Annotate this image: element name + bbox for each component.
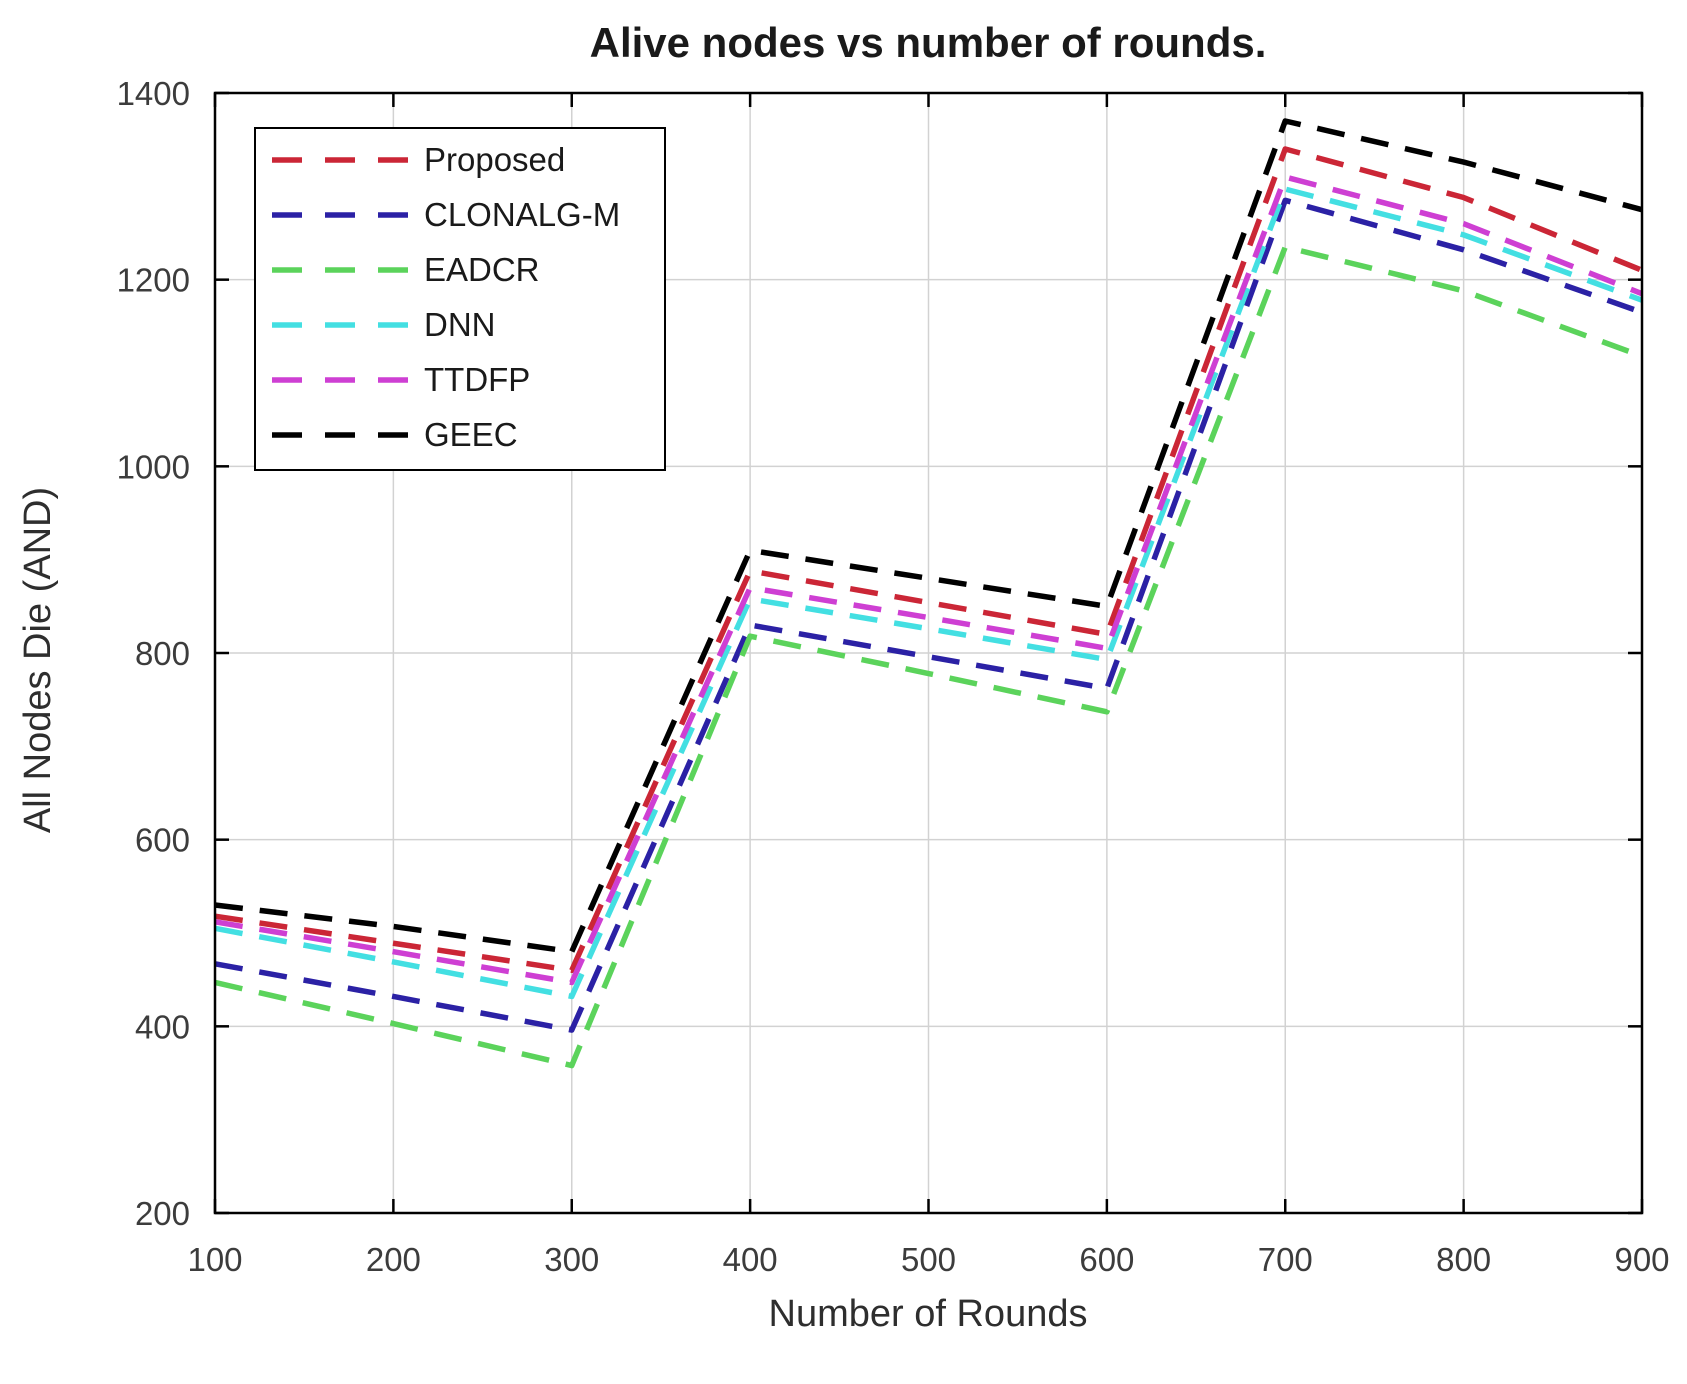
y-tick-label: 200: [135, 1195, 190, 1232]
legend-label-geec: GEEC: [424, 416, 518, 453]
series-line-eadcr: [214, 244, 1643, 1069]
y-tick-label: 600: [135, 822, 190, 859]
legend-label-ttdfp: TTDFP: [424, 361, 530, 398]
x-tick-label: 300: [544, 1241, 599, 1278]
y-tick-labels: 200 400 600 800 1000 1200 1400: [117, 75, 190, 1232]
y-axis-label: All Nodes Die (AND): [17, 487, 59, 833]
x-tick-label: 100: [187, 1241, 242, 1278]
series-line-clonalg-m: [214, 197, 1643, 1033]
series-layer: [214, 118, 1644, 1069]
x-axis-label: Number of Rounds: [769, 1293, 1088, 1335]
tick-layer: [213, 91, 1644, 1215]
y-tick-label: 1200: [117, 262, 190, 299]
chart-title: Alive nodes vs number of rounds.: [590, 19, 1267, 66]
y-tick-label: 800: [135, 635, 190, 672]
x-tick-label: 800: [1436, 1241, 1491, 1278]
series-line-dnn: [214, 186, 1643, 1000]
x-tick-label: 700: [1258, 1241, 1313, 1278]
legend: Proposed CLONALG-M EADCR DNN TTDFP GEEC: [254, 127, 666, 471]
x-tick-label: 900: [1614, 1241, 1669, 1278]
x-tick-labels: 100 200 300 400 500 600 700 800 900: [187, 1241, 1669, 1278]
x-tick-label: 500: [901, 1241, 956, 1278]
series-line-proposed: [214, 146, 1644, 974]
y-tick-label: 400: [135, 1008, 190, 1045]
legend-label-clonalg-m: CLONALG-M: [424, 196, 620, 233]
y-tick-label: 1000: [117, 448, 190, 485]
series-line-geec: [214, 118, 1643, 955]
x-tick-label: 400: [723, 1241, 778, 1278]
legend-label-eadcr: EADCR: [424, 251, 540, 288]
x-tick-label: 600: [1079, 1241, 1134, 1278]
series-line-ttdfp: [214, 174, 1644, 986]
y-tick-label: 1400: [117, 75, 190, 112]
legend-label-dnn: DNN: [424, 306, 496, 343]
legend-label-proposed: Proposed: [424, 141, 565, 178]
legend-box: [254, 127, 666, 471]
x-tick-label: 200: [366, 1241, 421, 1278]
